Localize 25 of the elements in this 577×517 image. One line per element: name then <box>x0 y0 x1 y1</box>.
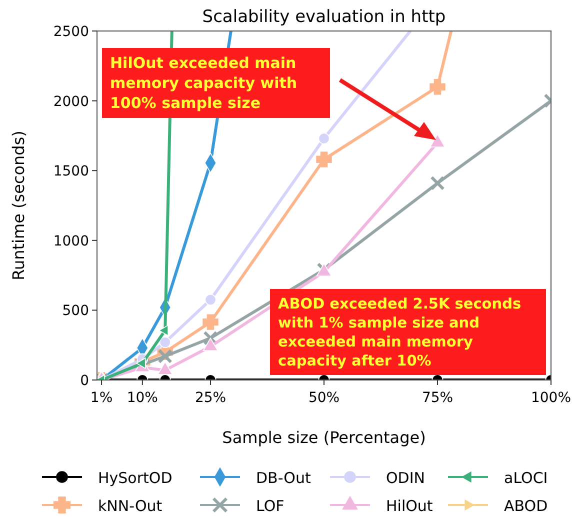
legend-label: HilOut <box>386 497 433 515</box>
legend-label: DB-Out <box>256 469 311 487</box>
x-tick-label: 25% <box>194 390 226 406</box>
y-tick-label: 2000 <box>53 94 89 110</box>
y-tick-label: 2500 <box>53 24 89 40</box>
legend-label: HySortOD <box>98 469 172 487</box>
y-tick-label: 500 <box>62 303 89 320</box>
y-tick-label: 1000 <box>53 233 89 250</box>
x-tick-label: 100% <box>530 390 572 406</box>
chart-title: Scalability evaluation in http <box>202 7 446 27</box>
legend-label: LOF <box>256 497 284 515</box>
x-tick-label: 50% <box>308 390 340 406</box>
x-tick-label: 1% <box>90 390 113 406</box>
y-tick-label: 0 <box>80 373 89 389</box>
x-tick-label: 10% <box>126 390 158 406</box>
legend-label: kNN-Out <box>98 497 162 515</box>
x-axis-title: Sample size (Percentage) <box>222 428 426 447</box>
legend-label: ODIN <box>386 469 426 487</box>
y-axis-title: Runtime (seconds) <box>9 130 28 280</box>
legend-label: aLOCI <box>504 469 548 487</box>
y-tick-label: 1500 <box>53 164 89 180</box>
legend-label: ABOD <box>504 497 548 515</box>
annotation: HilOut exceeded main memory capacity with 100% sample size <box>110 54 298 112</box>
x-tick-label: 75% <box>422 390 454 406</box>
annotation: ABOD exceeded 2.5K seconds with 1% sample size and exceeded main memory capacity after 10% <box>278 296 522 370</box>
